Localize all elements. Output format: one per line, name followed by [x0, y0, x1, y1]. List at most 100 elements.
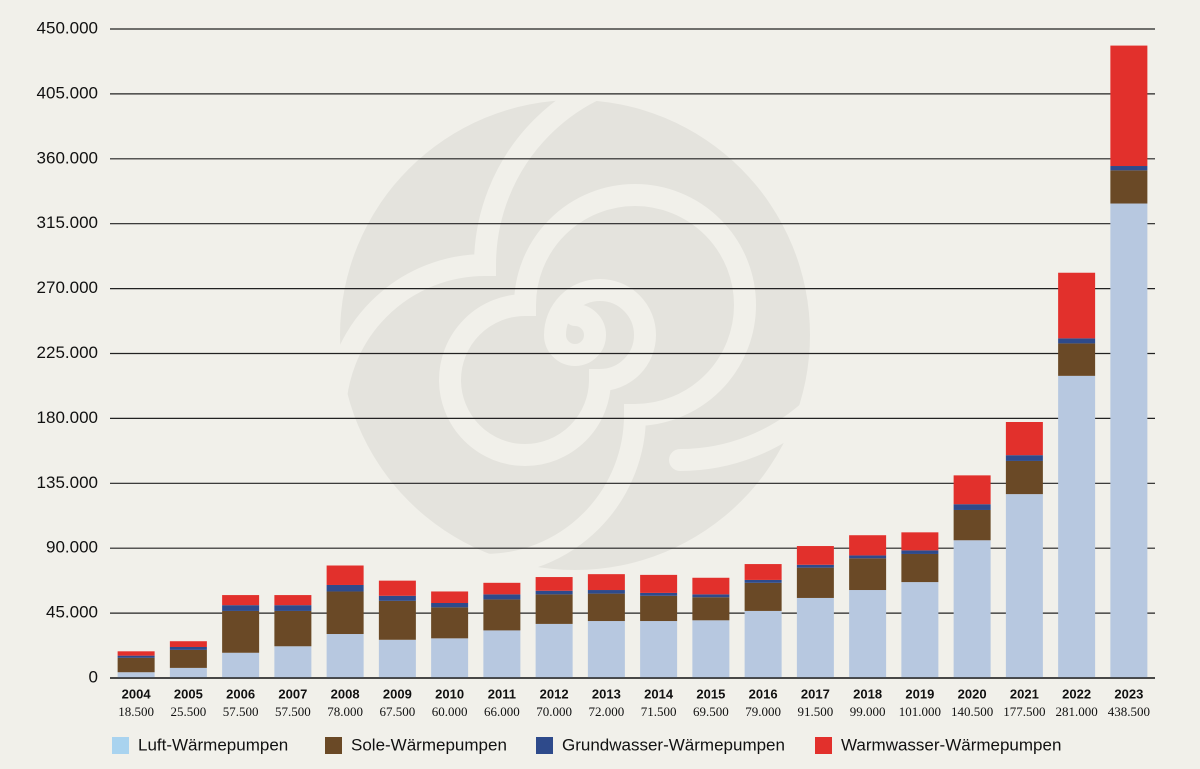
bar-segment — [744, 579, 782, 583]
total-label: 438.500 — [1108, 704, 1150, 719]
bar-segment — [692, 577, 730, 595]
bar-segment — [169, 646, 207, 650]
total-label: 78.000 — [327, 704, 363, 719]
bar-segment — [796, 546, 834, 565]
total-label: 281.000 — [1056, 704, 1098, 719]
y-tick-label: 180.000 — [37, 408, 98, 427]
x-tick-label: 2014 — [644, 686, 674, 701]
x-tick-label: 2022 — [1062, 686, 1091, 701]
x-tick-label: 2005 — [174, 686, 203, 701]
x-tick-label: 2016 — [749, 686, 778, 701]
bar-segment — [587, 574, 625, 591]
total-label: 71.500 — [641, 704, 677, 719]
legend-swatch — [536, 737, 553, 754]
bar-segment — [796, 597, 834, 678]
bar-segment — [326, 584, 364, 592]
x-tick-label: 2008 — [331, 686, 360, 701]
bar-segment — [692, 620, 730, 678]
x-tick-label: 2019 — [905, 686, 934, 701]
bar-segment — [1058, 272, 1096, 339]
x-tick-label: 2021 — [1010, 686, 1039, 701]
y-tick-label: 45.000 — [46, 603, 98, 622]
bar-segment — [535, 594, 573, 624]
bar-segment — [1058, 343, 1096, 376]
bar-segment — [169, 667, 207, 678]
bar-segment — [849, 535, 887, 556]
x-tick-label: 2009 — [383, 686, 412, 701]
y-tick-label: 135.000 — [37, 473, 98, 492]
legend-swatch — [815, 737, 832, 754]
y-tick-label: 450.000 — [37, 18, 98, 37]
bar-segment — [901, 550, 939, 554]
x-tick-label: 2023 — [1114, 686, 1143, 701]
bar-segment — [378, 595, 416, 601]
bar-segment — [431, 607, 469, 639]
bar-segment — [222, 595, 260, 606]
y-tick-label: 405.000 — [37, 83, 98, 102]
watermark — [324, 59, 886, 576]
bar-segment — [796, 567, 834, 598]
x-tick-label: 2011 — [488, 686, 516, 701]
bar-segment — [849, 590, 887, 678]
bar-segment — [274, 610, 312, 647]
bar-segment — [587, 621, 625, 678]
y-tick-label: 360.000 — [37, 148, 98, 167]
total-label: 79.000 — [745, 704, 781, 719]
bar-segment — [483, 594, 521, 600]
x-tick-label: 2015 — [696, 686, 725, 701]
total-label: 69.500 — [693, 704, 729, 719]
bar-segment — [744, 582, 782, 611]
bar-segment — [744, 610, 782, 678]
bar-segment — [222, 652, 260, 678]
bar-segment — [222, 605, 260, 611]
total-label: 57.500 — [275, 704, 311, 719]
total-label: 140.500 — [951, 704, 993, 719]
bar-segment — [535, 590, 573, 595]
bar-segment — [378, 600, 416, 640]
bar-segment — [326, 634, 364, 678]
total-label: 72.000 — [589, 704, 625, 719]
bar-segment — [1110, 203, 1148, 678]
x-tick-label: 2012 — [540, 686, 569, 701]
bar-segment — [326, 591, 364, 635]
total-label: 177.500 — [1003, 704, 1045, 719]
bar-segment — [274, 595, 312, 606]
bar-segment — [117, 655, 155, 658]
bar-segment — [901, 553, 939, 583]
bar-segment — [378, 639, 416, 678]
bar-segment — [1005, 460, 1043, 495]
total-label: 67.500 — [380, 704, 416, 719]
bar-segment — [953, 475, 991, 505]
bar-segment — [901, 582, 939, 678]
bar-segment — [431, 603, 469, 608]
bar-segment — [587, 593, 625, 622]
total-label: 25.500 — [171, 704, 207, 719]
total-label: 18.500 — [118, 704, 154, 719]
total-label: 101.000 — [899, 704, 941, 719]
bar-segment — [274, 646, 312, 678]
total-label: 66.000 — [484, 704, 520, 719]
bar-segment — [483, 630, 521, 678]
bar-segment — [744, 564, 782, 580]
bar-segment — [169, 641, 207, 647]
y-tick-label: 90.000 — [46, 538, 98, 557]
bar-segment — [640, 592, 678, 596]
y-tick-label: 225.000 — [37, 343, 98, 362]
bar-segment — [796, 564, 834, 568]
total-label: 91.500 — [798, 704, 834, 719]
x-tick-label: 2010 — [435, 686, 464, 701]
x-tick-label: 2013 — [592, 686, 621, 701]
bar-segment — [692, 594, 730, 598]
bar-segment — [222, 610, 260, 653]
bar-segment — [117, 651, 155, 656]
total-label: 99.000 — [850, 704, 886, 719]
x-tick-label: 2020 — [958, 686, 987, 701]
bar-segment — [1058, 375, 1096, 678]
bar-segment — [901, 532, 939, 551]
bar-segment — [535, 623, 573, 678]
bar-segment — [431, 638, 469, 678]
bar-segment — [274, 605, 312, 611]
legend-label: Sole-Wärmepumpen — [351, 735, 507, 754]
bar-segment — [640, 621, 678, 678]
